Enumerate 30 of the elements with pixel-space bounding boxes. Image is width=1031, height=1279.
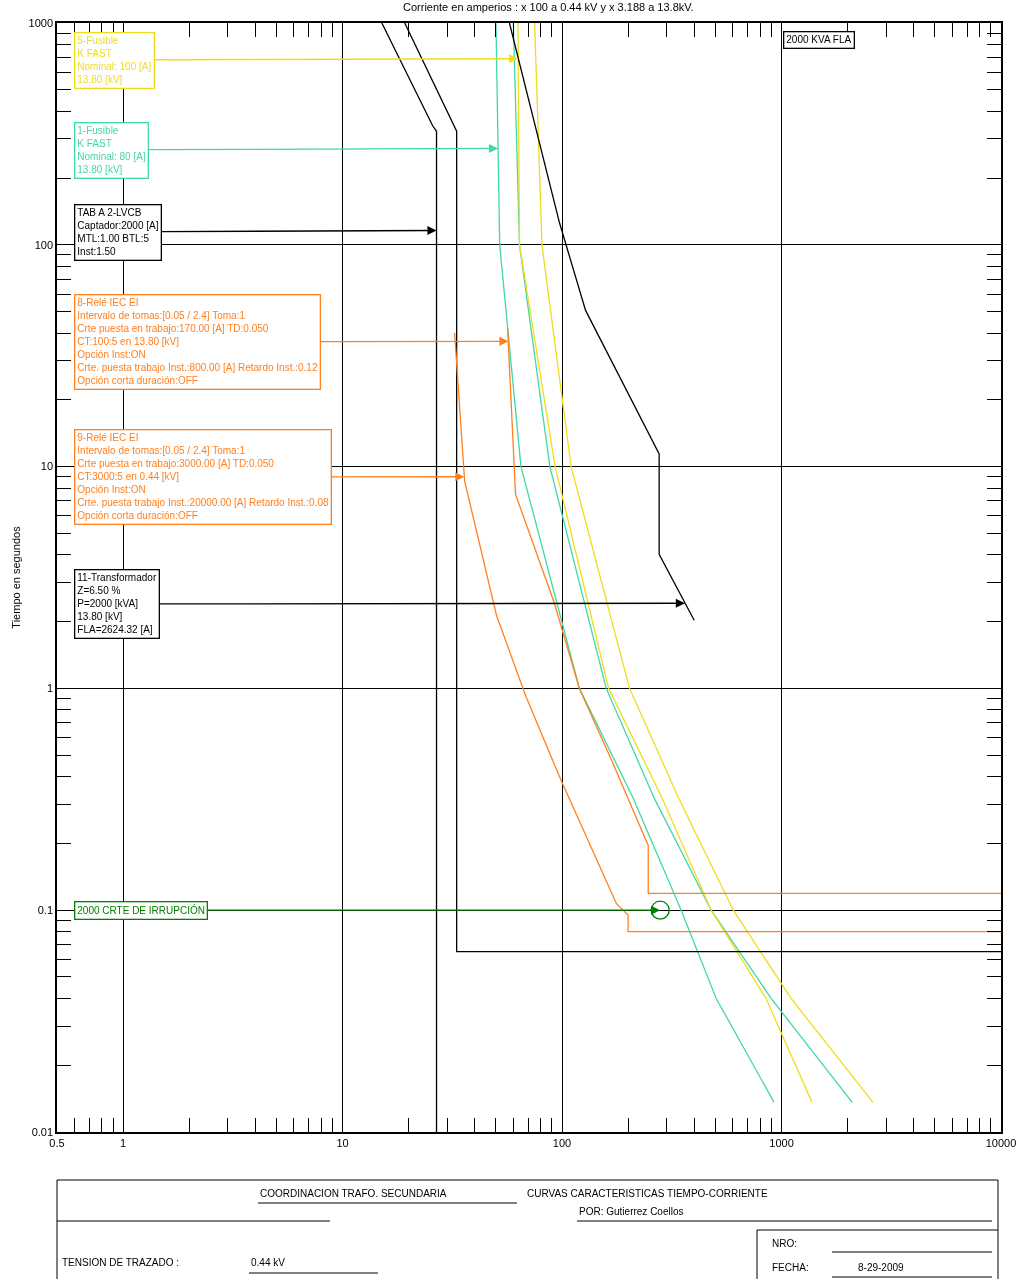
y-tick-label: 0.1 bbox=[37, 904, 54, 917]
x-axis-title: Corriente en amperios : x 100 a 0.44 kV y x 3.188 a 13.8kV. bbox=[403, 1, 694, 13]
y-tick-label: 10 bbox=[40, 460, 54, 473]
x-tick-label: 1000 bbox=[769, 1136, 794, 1149]
x-tick-label: 10000 bbox=[985, 1136, 1017, 1149]
x-tick-label: 100 bbox=[552, 1136, 572, 1149]
annotation: 11-Transformador Z=6.50 % P=2000 [kVA] 13.80 [kV] FLA=2624.32 [A] bbox=[77, 572, 157, 636]
y-axis-title: Tiempo en segundos bbox=[9, 525, 22, 629]
y-tick-label: 0.01 bbox=[31, 1125, 54, 1138]
y-tick-label: 100 bbox=[34, 238, 54, 251]
annotation: 9-Relé IEC EI Intervalo de tomas:[0.05 / 2.4] Toma:1 Crte puesta en trabajo:3000.00 [A] TD:0.050 CT:3000:5 en 0.44 [kV] Opción Inst:ON Crte. puesta trabajo Inst.:20000.00 [A] Retardo Inst.:0.08 Opción corta duración:OFF bbox=[77, 432, 329, 522]
y-tick-label: 1000 bbox=[28, 16, 54, 29]
x-tick-label: 1 bbox=[120, 1136, 127, 1149]
text: COORDINACION TRAFO. SECUNDARIA bbox=[260, 1188, 447, 1199]
text: NRO: bbox=[772, 1238, 797, 1249]
annotation: 1-Fusible K FAST Nominal: 80 [A] 13.80 [kV] bbox=[77, 125, 146, 176]
text: TENSION DE TRAZADO : bbox=[62, 1257, 180, 1268]
annotation: 2000 CRTE DE IRRUPCIÓN bbox=[77, 904, 205, 917]
text: POR: Gutierrez Coellos bbox=[579, 1206, 684, 1217]
annotation: 5-Fusible K FAST Nominal: 100 [A] 13.80 [kV] bbox=[77, 35, 152, 86]
x-tick-label: 10 bbox=[336, 1136, 349, 1149]
text: 8-29-2009 bbox=[858, 1262, 905, 1273]
text: FECHA: bbox=[772, 1262, 809, 1273]
text: 0.44 kV bbox=[251, 1257, 286, 1268]
y-tick-label: 1 bbox=[46, 682, 54, 695]
annotation: TAB A 2-LVCB Captador:2000 [A] MTL:1.00 BTL:5 Inst:1.50 bbox=[77, 207, 159, 258]
text: CURVAS CARACTERISTICAS TIEMPO-CORRIENTE bbox=[527, 1188, 768, 1199]
x-tick-label: 0.5 bbox=[49, 1136, 65, 1149]
annotation: 8-Relé IEC EI Intervalo de tomas:[0.05 / 2.4] Toma:1 Crte puesta en trabajo:170.00 [A] TD:0.050 CT:100:5 en 13.80 [kV] Opción Inst:ON Crte. puesta trabajo Inst.:800.00 [A] Retardo Inst.:0.12 Opción corta duración:OFF bbox=[77, 297, 318, 387]
annotation: 2000 KVA FLA bbox=[786, 34, 852, 46]
